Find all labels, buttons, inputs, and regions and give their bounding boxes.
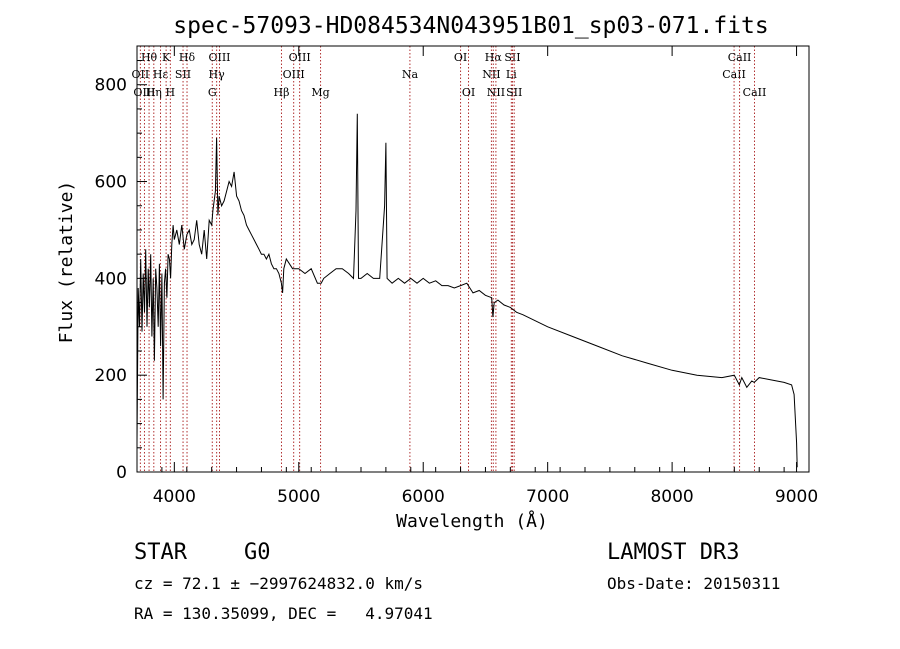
marker-label-25: CaII <box>722 68 746 81</box>
marker-label-13: OIII <box>283 68 305 81</box>
marker-label-17: OI <box>454 51 467 64</box>
marker-label-0: Hθ <box>141 51 158 64</box>
marker-label-9: G <box>208 86 217 99</box>
x-tick-label: 8000 <box>650 487 693 507</box>
marker-label-20: Hα <box>485 51 503 64</box>
spectrum-series <box>136 113 798 468</box>
marker-label-14: OIII <box>289 51 311 64</box>
x-tick-label: 5000 <box>277 487 320 507</box>
marker-label-27: CaII <box>743 86 767 99</box>
marker-label-22: SII <box>504 51 520 64</box>
marker-label-11: Hγ <box>209 68 226 81</box>
marker-label-7: SII <box>175 68 191 81</box>
marker-label-18: OI <box>462 86 475 99</box>
y-tick-label: 200 <box>95 366 127 386</box>
axis-ticks: 4000 5000 6000 7000 8000 9000 0 200 400 600 800 <box>95 46 818 507</box>
marker-label-3: Hε <box>153 68 169 81</box>
spectrum-chart: spec-57093-HD084534N043951B01_sp03-071.f… <box>56 13 818 532</box>
redshift-text: cz = 72.1 ± −2997624832.0 km/s <box>134 574 423 593</box>
y-tick-label: 600 <box>95 173 127 193</box>
marker-label-19: NII <box>482 68 500 81</box>
marker-label-6: H <box>166 86 176 99</box>
marker-label-16: Na <box>402 68 419 81</box>
x-axis-label: Wavelength (Å) <box>396 510 548 532</box>
x-tick-label: 9000 <box>775 487 818 507</box>
x-tick-label: 7000 <box>526 487 569 507</box>
x-tick-label: 4000 <box>153 487 196 507</box>
marker-label-26: CaII <box>728 51 752 64</box>
marker-label-23: Li <box>506 68 517 81</box>
chart-title: spec-57093-HD084534N043951B01_sp03-071.f… <box>173 13 768 39</box>
obs-date-text: Obs-Date: 20150311 <box>607 574 781 593</box>
marker-label-2: OIII <box>133 86 155 99</box>
y-tick-label: 800 <box>95 76 127 96</box>
marker-label-5: K <box>162 51 171 64</box>
object-subclass: G0 <box>244 540 271 565</box>
y-tick-label: 0 <box>116 463 127 483</box>
spectrum-line-0 <box>136 113 798 468</box>
marker-label-21: NII <box>487 86 505 99</box>
object-class: STAR <box>134 540 187 565</box>
marker-label-12: Hβ <box>274 86 290 99</box>
marker-label-1: OII <box>132 68 150 81</box>
coordinates-text: RA = 130.35099, DEC = 4.97041 <box>134 604 433 623</box>
y-tick-label: 400 <box>95 269 127 289</box>
emission-line-markers: Hθ OII OIII Hε Hη K H SII Hδ G OIII Hγ Hβ OIII OIII Mg N… <box>132 46 767 472</box>
marker-label-4: Hη <box>146 86 162 99</box>
x-tick-label: 6000 <box>402 487 445 507</box>
y-axis-label: Flux (relative) <box>56 181 77 344</box>
marker-label-8: Hδ <box>179 51 196 64</box>
survey-name: LAMOST DR3 <box>607 540 740 565</box>
plot-frame <box>136 45 810 473</box>
marker-label-24: SII <box>506 86 522 99</box>
marker-label-15: Mg <box>311 86 329 99</box>
marker-label-10: OIII <box>208 51 230 64</box>
